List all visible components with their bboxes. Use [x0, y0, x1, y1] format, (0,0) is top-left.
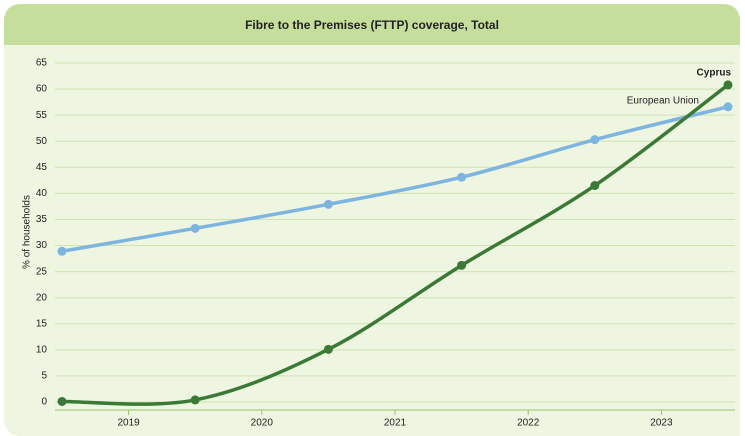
x-tick-label: 2023 — [650, 418, 673, 429]
point — [57, 396, 67, 406]
point — [590, 181, 600, 191]
line — [61, 83, 730, 406]
y-axis-label: % of households — [22, 195, 33, 269]
y-tick-label: 25 — [36, 266, 48, 277]
line — [61, 105, 729, 253]
y-tick-label: 45 — [36, 162, 48, 173]
point — [323, 199, 333, 209]
y-tick-label: 40 — [36, 188, 48, 199]
point — [723, 80, 733, 90]
y-tick-label: 20 — [36, 292, 48, 303]
y-tick-label: 35 — [36, 214, 48, 225]
point — [57, 246, 67, 256]
y-tick-label: 55 — [36, 110, 48, 121]
header-band — [4, 4, 740, 45]
y-tick-label: 30 — [36, 240, 48, 251]
y-tick-label: 10 — [36, 344, 48, 355]
panel — [4, 4, 740, 436]
point — [723, 102, 733, 112]
point — [190, 223, 200, 233]
point — [323, 344, 333, 354]
y-tick-label: 50 — [36, 136, 48, 147]
point — [590, 135, 600, 145]
x-tick-label: 2019 — [117, 418, 140, 429]
point — [457, 260, 467, 270]
series-label: European Union — [627, 95, 699, 106]
series-label: Cyprus — [697, 68, 732, 79]
y-tick-label: 5 — [41, 371, 47, 382]
x-tick-label: 2021 — [384, 418, 407, 429]
y-tick-label: 0 — [41, 397, 47, 408]
x-tick-label: 2020 — [251, 418, 274, 429]
x-tick-label: 2022 — [517, 418, 540, 429]
y-tick-label: 15 — [36, 318, 48, 329]
y-tick-label: 60 — [36, 84, 48, 95]
point — [190, 395, 200, 405]
y-tick-label: 65 — [36, 58, 48, 69]
chart-title: Fibre to the Premises (FTTP) coverage, T… — [245, 18, 499, 32]
point — [457, 172, 467, 182]
